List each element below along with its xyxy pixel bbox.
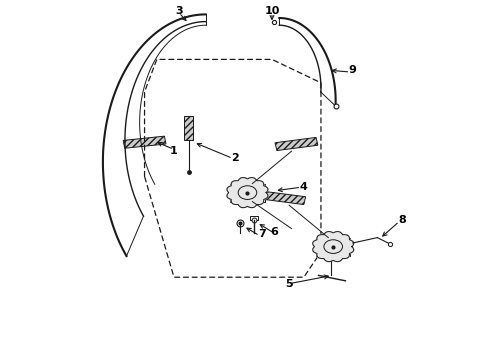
Text: 7: 7 — [258, 229, 266, 239]
Text: 1: 1 — [170, 146, 178, 156]
Bar — [250, 216, 258, 220]
Polygon shape — [313, 231, 354, 262]
Text: 5: 5 — [285, 279, 293, 289]
Polygon shape — [184, 116, 193, 140]
Bar — [230, 184, 265, 202]
Polygon shape — [263, 192, 306, 204]
Text: 3: 3 — [175, 6, 183, 16]
Text: 10: 10 — [264, 6, 280, 16]
Text: 6: 6 — [270, 227, 278, 237]
Polygon shape — [227, 177, 268, 208]
Polygon shape — [275, 138, 318, 150]
Bar — [316, 238, 350, 256]
Text: 8: 8 — [398, 215, 406, 225]
Text: 2: 2 — [231, 153, 239, 163]
Polygon shape — [123, 136, 166, 148]
Text: 9: 9 — [349, 65, 357, 75]
Text: 4: 4 — [300, 182, 308, 192]
